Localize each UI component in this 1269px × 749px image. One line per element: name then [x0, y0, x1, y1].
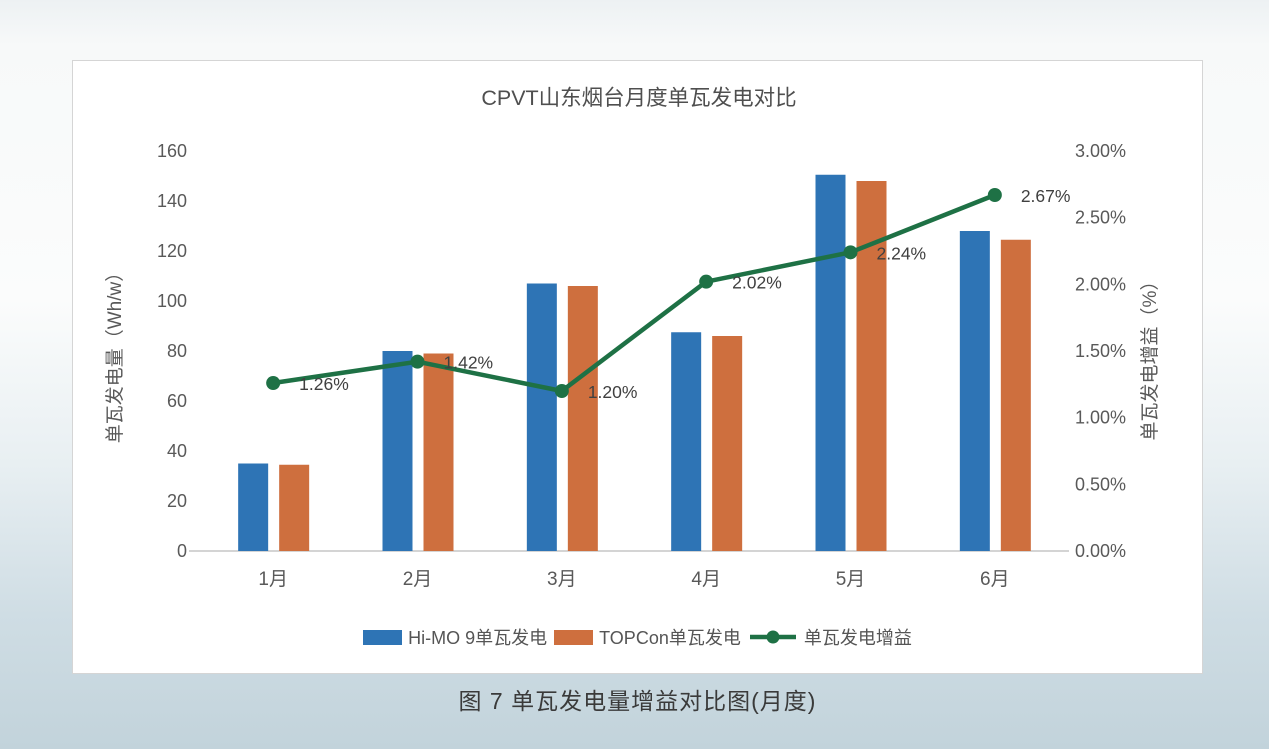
x-category-label: 5月 [836, 569, 866, 590]
left-tick-label: 20 [167, 491, 187, 511]
gain-line-marker [266, 376, 281, 390]
gain-data-label: 2.02% [732, 273, 782, 293]
gain-line-marker [699, 274, 714, 289]
legend-item-topcon: TOPCon单瓦发电 [554, 624, 741, 650]
bar-topcon [712, 336, 743, 551]
bar-topcon [423, 353, 454, 551]
legend-swatch-topcon-icon [554, 629, 594, 645]
x-category-label: 6月 [980, 569, 1010, 590]
gain-data-label: 1.26% [299, 374, 349, 394]
gain-line-marker [987, 188, 1002, 202]
right-tick-label: 0.50% [1075, 474, 1126, 494]
left-tick-label: 140 [157, 191, 187, 211]
bar-topcon [279, 464, 310, 551]
bar-himo [815, 174, 846, 551]
x-category-label: 4月 [691, 569, 721, 590]
gain-line-marker [554, 384, 569, 398]
legend-label-himo: Hi-MO 9单瓦发电 [408, 628, 548, 648]
right-tick-label: 3.00% [1075, 141, 1126, 161]
combo-chart: CPVT山东烟台月度单瓦发电对比 单瓦发电量（Wh/w） 单瓦发电增益（%） 0… [104, 86, 1161, 590]
gain-line-marker [843, 245, 858, 260]
chart-panel: CPVT山东烟台月度单瓦发电对比 单瓦发电量（Wh/w） 单瓦发电增益（%） 0… [72, 60, 1203, 674]
left-tick-label: 160 [157, 141, 187, 161]
bar-himo [526, 283, 557, 551]
right-tick-label: 2.50% [1075, 208, 1126, 228]
legend-item-gain: 单瓦发电增益 [748, 624, 912, 650]
chart-legend: Hi-MO 9单瓦发电 TOPCon单瓦发电 单瓦发电增益 [73, 624, 1202, 650]
left-tick-label: 100 [157, 291, 187, 311]
bar-topcon [567, 286, 598, 551]
bar-himo [238, 463, 269, 551]
left-tick-label: 60 [167, 391, 187, 411]
left-tick-label: 40 [167, 441, 187, 461]
x-category-label: 2月 [403, 569, 433, 590]
x-category-label: 3月 [547, 569, 577, 590]
right-tick-label: 2.00% [1075, 274, 1126, 294]
legend-label-gain: 单瓦发电增益 [803, 628, 912, 648]
legend-line-marker-icon [749, 630, 796, 644]
left-tick-label: 120 [157, 241, 187, 261]
bar-topcon [856, 181, 887, 551]
gain-data-label: 1.42% [444, 353, 494, 373]
gain-data-label: 2.67% [1021, 186, 1071, 206]
bar-himo [671, 332, 702, 551]
bar-himo [382, 351, 413, 551]
left-tick-label: 80 [167, 341, 187, 361]
gain-line-marker [410, 354, 425, 369]
legend-item-himo: Hi-MO 9单瓦发电 [363, 624, 547, 650]
bar-topcon [1000, 239, 1031, 551]
right-tick-label: 1.00% [1075, 408, 1126, 428]
right-tick-label: 0.00% [1075, 541, 1126, 561]
legend-label-topcon: TOPCon单瓦发电 [599, 628, 741, 648]
plot-area: 0 20 40 60 80 100 120 140 160 0.00% 0.50% 1.00% 1.50… [157, 141, 1126, 590]
figure-caption: 图 7 单瓦发电量增益对比图(月度) [458, 688, 817, 714]
chart-title: CPVT山东烟台月度单瓦发电对比 [481, 86, 796, 110]
left-axis-title: 单瓦发电量（Wh/w） [104, 263, 126, 444]
gain-data-label: 1.20% [588, 382, 638, 402]
x-category-label: 1月 [258, 569, 288, 590]
legend-swatch-himo-icon [363, 629, 403, 645]
left-tick-label: 0 [177, 541, 187, 561]
right-axis-title: 单瓦发电增益（%） [1139, 272, 1161, 441]
gain-data-label: 2.24% [877, 243, 927, 263]
bar-himo [959, 231, 990, 551]
right-tick-label: 1.50% [1075, 341, 1126, 361]
gain-line [270, 192, 998, 394]
